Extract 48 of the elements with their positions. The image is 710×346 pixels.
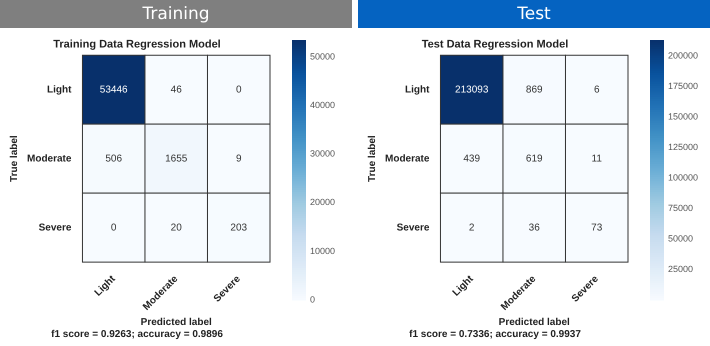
chart-title: Training bbox=[0, 0, 352, 28]
y-tick-label: Severe bbox=[38, 222, 72, 234]
data-label: 46 bbox=[170, 84, 182, 96]
data-label: 36 bbox=[528, 222, 540, 234]
data-label: 506 bbox=[105, 153, 122, 164]
y-axis-title: True label bbox=[8, 135, 20, 182]
data-label: 203 bbox=[230, 222, 248, 234]
color-bar-label: 0 bbox=[310, 294, 316, 305]
data-label: 619 bbox=[526, 153, 544, 164]
color-bar-label: 25000 bbox=[668, 264, 694, 274]
color-bar-label: 200000 bbox=[668, 50, 698, 60]
data-label: 439 bbox=[463, 153, 480, 164]
data-label: 73 bbox=[591, 222, 603, 234]
color-bar-label: 100000 bbox=[668, 172, 698, 183]
data-label: 11 bbox=[592, 153, 602, 164]
chart-title: Test bbox=[358, 0, 710, 28]
data-label: 2 bbox=[468, 222, 475, 234]
color-bar-label: 30000 bbox=[310, 148, 336, 159]
chart-subtitle: Test Data Regression Model bbox=[422, 38, 568, 51]
color-bar-label: 20000 bbox=[310, 197, 336, 208]
data-label: 6 bbox=[594, 84, 600, 96]
color-bar-label: 40000 bbox=[310, 100, 336, 110]
y-tick-label: Light bbox=[47, 84, 72, 96]
y-tick-label: Moderate bbox=[27, 153, 72, 164]
y-tick-label: Light bbox=[405, 84, 430, 96]
text: f1 score = 0.9263; accuracy = 0.9896 bbox=[51, 328, 224, 340]
data-label: 213093 bbox=[455, 84, 489, 96]
y-tick-label: Moderate bbox=[385, 153, 430, 164]
color-bar-label: 50000 bbox=[668, 234, 694, 244]
data-label: 53446 bbox=[100, 84, 128, 96]
color-bar-label: 175000 bbox=[668, 80, 698, 91]
chart-subtitle: Training Data Regression Model bbox=[53, 38, 221, 51]
color-bar-label: 75000 bbox=[668, 203, 694, 214]
data-label: 9 bbox=[236, 153, 242, 164]
color-bar-label: 50000 bbox=[310, 51, 336, 62]
x-axis-title: Predicted label bbox=[140, 316, 212, 328]
color-bar-label: 10000 bbox=[310, 246, 336, 256]
data-label: 869 bbox=[526, 84, 544, 96]
data-label: 1655 bbox=[165, 153, 188, 164]
data-label: 0 bbox=[236, 84, 242, 96]
color-bar-label: 150000 bbox=[668, 111, 698, 122]
x-axis-title: Predicted label bbox=[498, 316, 570, 328]
text: f1 score = 0.7336; accuracy = 0.9937 bbox=[409, 328, 582, 340]
data-label: 20 bbox=[170, 222, 182, 234]
data-label: 0 bbox=[110, 222, 117, 234]
y-axis-title: True label bbox=[366, 135, 378, 182]
y-tick-label: Severe bbox=[396, 222, 430, 234]
color-bar-label: 125000 bbox=[668, 142, 698, 152]
